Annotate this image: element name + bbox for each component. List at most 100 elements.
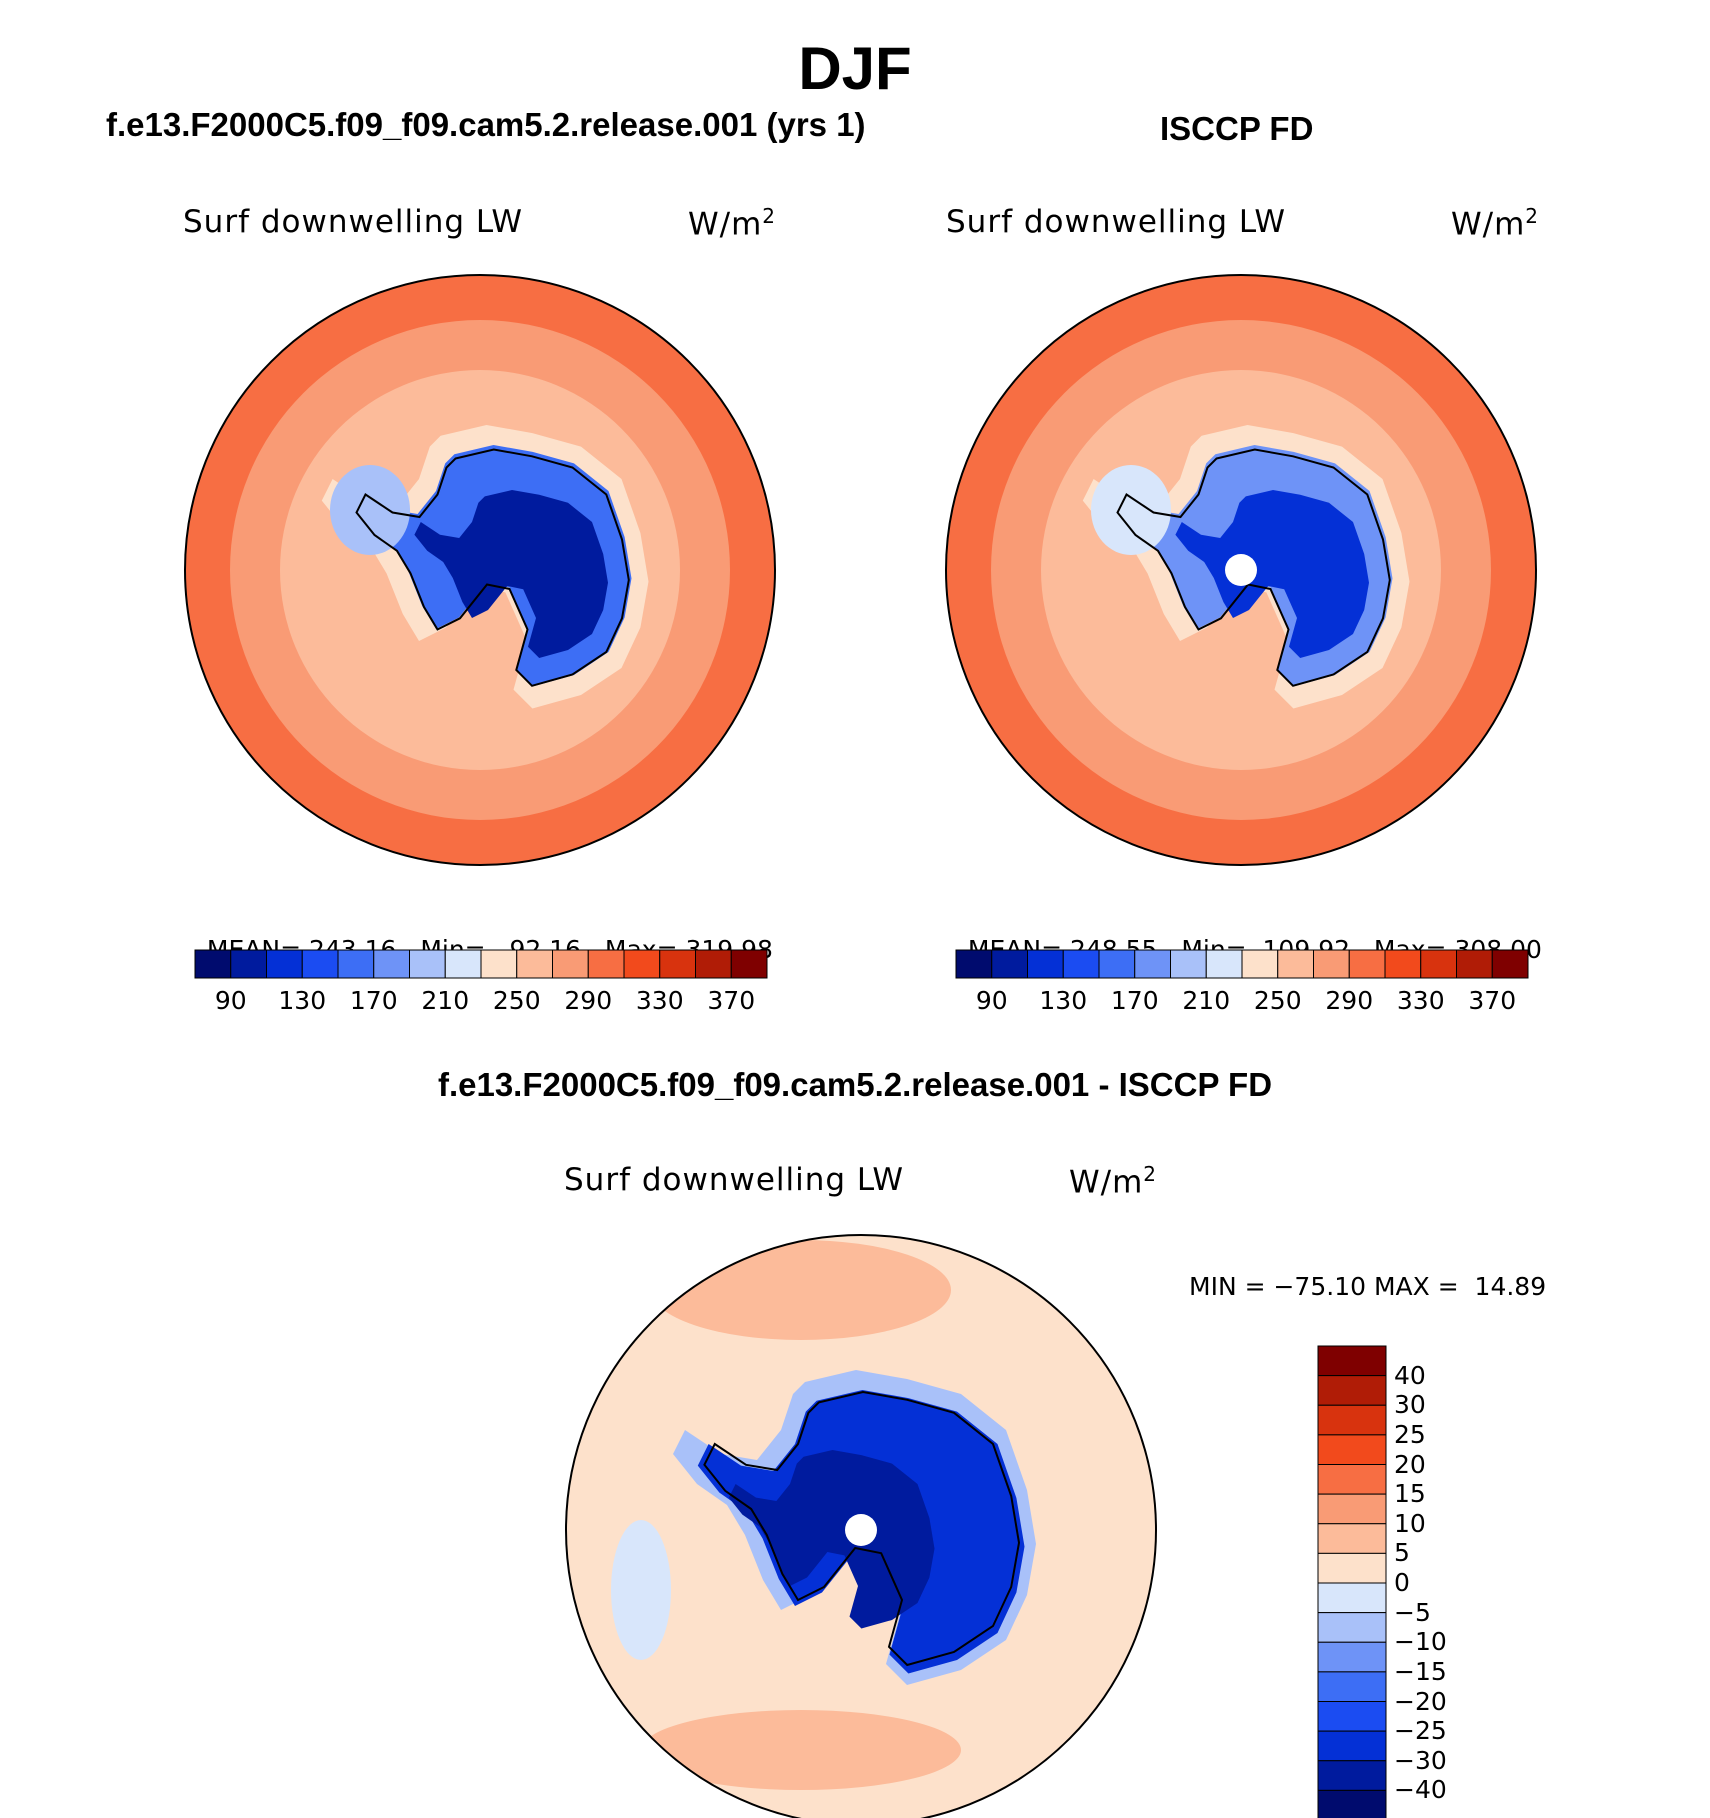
colorbar-tick-label: 25 (1394, 1419, 1426, 1449)
colorbar-swatch (194, 949, 232, 979)
colorbar-swatch (1348, 949, 1386, 979)
colorbar-swatch (444, 949, 482, 979)
diff-units-sup: 2 (1143, 1162, 1158, 1186)
colorbar-swatch (1317, 1434, 1387, 1465)
colorbar-tick-label: 330 (635, 986, 684, 1015)
colorbar-swatch (955, 949, 993, 979)
map-boundary (565, 1234, 1157, 1818)
colorbar-swatch (1317, 1552, 1387, 1584)
colorbar-swatch (1317, 1760, 1387, 1791)
right-units-label: W/m2 (1451, 204, 1539, 242)
colorbar-swatch (1317, 1345, 1387, 1377)
left-panel-title: f.e13.F2000C5.f09_f09.cam5.2.release.001… (106, 106, 866, 143)
colorbar-tick-label: 170 (1110, 986, 1159, 1015)
colorbar-swatch (1317, 1612, 1387, 1643)
colorbar-swatch (1241, 949, 1279, 979)
colorbar-swatch (1317, 1730, 1387, 1762)
colorbar-tick-label: 370 (707, 986, 756, 1015)
colorbar-tick-label: 5 (1394, 1538, 1410, 1568)
colorbar-swatch (1205, 949, 1243, 979)
colorbar-swatch (1170, 949, 1207, 979)
map-field (566, 1235, 1156, 1818)
left-units-label: W/m2 (688, 204, 776, 242)
colorbar-tick-label: 20 (1394, 1449, 1426, 1479)
colorbar-tick-label: 290 (564, 986, 613, 1015)
colorbar-tick-label: 90 (975, 986, 1008, 1015)
diff-units-label: W/m2 (1069, 1162, 1157, 1200)
colorbar-swatch (623, 949, 661, 979)
colorbar-swatch (409, 949, 446, 979)
colorbar-tick-label: 210 (421, 986, 470, 1015)
colorbar-swatch (516, 949, 553, 979)
colorbar-swatch (1062, 949, 1100, 979)
ice-interior-region (414, 490, 608, 658)
colorbar-swatch (1384, 949, 1422, 979)
colorbar-swatch (337, 949, 375, 979)
colorbar-tick-label: 0 (1394, 1568, 1410, 1597)
pole-hole (845, 1514, 877, 1546)
map-boundary (184, 274, 776, 866)
right-colorbar (955, 949, 1529, 979)
colorbar-tick-label: 370 (1468, 986, 1517, 1015)
left-variable-label: Surf downwelling LW (183, 204, 524, 240)
colorbar-swatch (1317, 1582, 1387, 1614)
coastline (1116, 448, 1391, 687)
ice-interior-region (1175, 490, 1369, 658)
colorbar-tick-label: 90 (214, 986, 247, 1015)
right-polar-map (945, 274, 1537, 866)
colorbar-swatch (1491, 949, 1529, 979)
colorbar-tick-label: 330 (1396, 986, 1445, 1015)
difference-colorbar (1317, 1345, 1387, 1818)
colorbar-swatch (1317, 1493, 1387, 1525)
colorbar-tick-label: −5 (1394, 1597, 1431, 1627)
diff-units-text: W/m (1069, 1164, 1144, 1201)
colorbar-swatch (1456, 949, 1493, 979)
colorbar-tick-label: 10 (1394, 1508, 1426, 1538)
map-boundary (945, 274, 1537, 866)
colorbar-swatch (730, 949, 768, 979)
colorbar-swatch (266, 949, 303, 979)
colorbar-swatch (1317, 1404, 1387, 1436)
left-colorbar (194, 949, 768, 979)
colorbar-swatch (301, 949, 339, 979)
colorbar-tick-label: −20 (1394, 1686, 1447, 1716)
warm-anomaly (641, 1710, 961, 1790)
colorbar-tick-label: −40 (1394, 1775, 1447, 1805)
right-units-sup: 2 (1525, 204, 1540, 228)
colorbar-swatch (1317, 1464, 1387, 1495)
diff-stats: MIN = −75.10 MAX = 14.89 (1189, 1272, 1547, 1301)
difference-panel-title: f.e13.F2000C5.f09_f09.cam5.2.release.001… (437, 1066, 1273, 1103)
diff-variable-label: Surf downwelling LW (564, 1162, 905, 1198)
right-panel-title: ISCCP FD (1160, 110, 1314, 147)
colorbar-tick-label: 15 (1394, 1479, 1426, 1509)
warm-anomaly (651, 1240, 951, 1340)
colorbar-swatch (1317, 1701, 1387, 1732)
colorbar-tick-label: 170 (349, 986, 398, 1015)
colorbar-swatch (1317, 1671, 1387, 1702)
colorbar-swatch (587, 949, 625, 979)
colorbar-swatch (1317, 1523, 1387, 1554)
map-field (185, 275, 775, 865)
colorbar-swatch (1317, 1641, 1387, 1673)
colorbar-swatch (1098, 949, 1136, 979)
colorbar-swatch (480, 949, 518, 979)
colorbar-swatch (373, 949, 410, 979)
left-units-text: W/m (688, 206, 763, 243)
colorbar-tick-label: 210 (1182, 986, 1231, 1015)
colorbar-swatch (1317, 1789, 1387, 1818)
left-polar-map (184, 274, 776, 866)
colorbar-tick-label: −10 (1394, 1627, 1447, 1657)
colorbar-swatch (1134, 949, 1171, 979)
peninsula-region (1091, 465, 1171, 555)
colorbar-swatch (991, 949, 1028, 979)
colorbar-tick-label: 30 (1394, 1390, 1426, 1420)
colorbar-swatch (1277, 949, 1314, 979)
left-units-sup: 2 (762, 204, 777, 228)
colorbar-tick-label: 130 (278, 986, 327, 1015)
right-variable-label: Surf downwelling LW (946, 204, 1287, 240)
peninsula-region (330, 465, 410, 555)
colorbar-swatch (1420, 949, 1457, 979)
colorbar-swatch (659, 949, 696, 979)
colorbar-tick-label: 40 (1394, 1360, 1426, 1390)
